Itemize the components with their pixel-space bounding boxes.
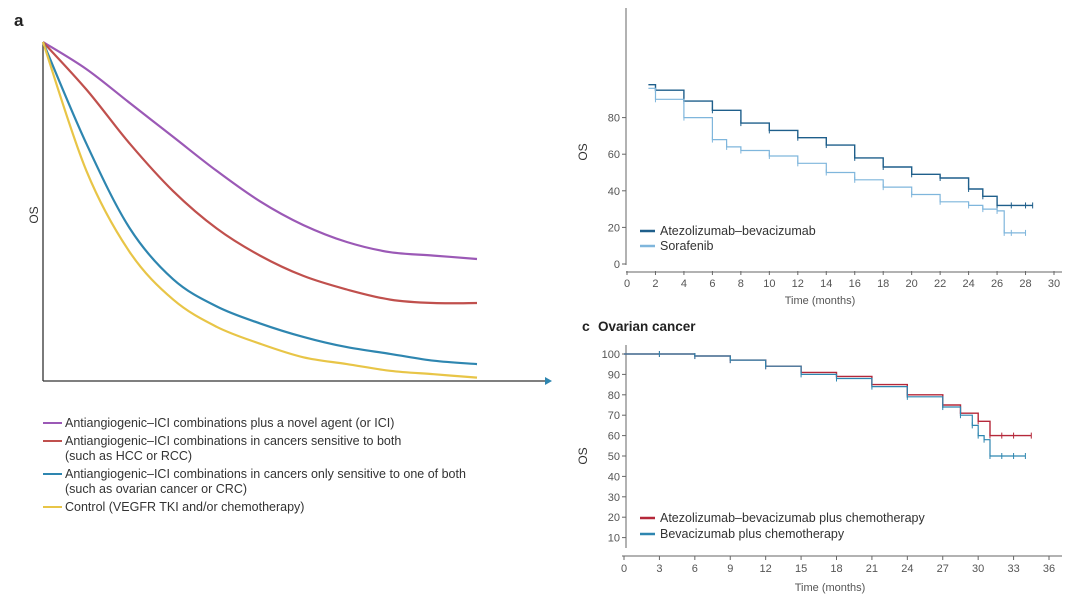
series-line-antiangiogenic-ici-combinations-in-cance xyxy=(41,41,478,366)
c-x-tick-12: 12 xyxy=(760,563,772,575)
c-x-tick-9: 9 xyxy=(727,563,733,575)
b-x-tick-4: 4 xyxy=(681,278,687,290)
legend-label-3-0: Control (VEGFR TKI and/or chemotherapy) xyxy=(65,500,304,514)
b-x-tick-2: 2 xyxy=(652,278,658,290)
b-x-tick-26: 26 xyxy=(991,278,1003,290)
b-y-tick-80: 80 xyxy=(608,113,620,125)
panel-a-ylabel: OS xyxy=(27,206,41,223)
panel-b: OS 0 2 4 6 8 10 12 14 16 18 20 22 24 26 28 30020406080 … xyxy=(576,8,1062,307)
b-legend-label-1: Sorafenib xyxy=(660,239,714,253)
b-x-tick-0: 0 xyxy=(624,278,630,290)
c-series-line-bevacizumab-plus-chemotherapy xyxy=(624,353,1026,457)
c-y-tick-10: 10 xyxy=(608,533,620,545)
b-x-tick-16: 16 xyxy=(849,278,861,290)
legend-label-2-1: (such as ovarian cancer or CRC) xyxy=(65,482,247,496)
panel-c-legend: Atezolizumab–bevacizumab plus chemothera… xyxy=(640,511,925,541)
c-x-tick-33: 33 xyxy=(1007,563,1019,575)
c-x-tick-15: 15 xyxy=(795,563,807,575)
c-x-tick-27: 27 xyxy=(937,563,949,575)
panel-c-ylabel: OS xyxy=(576,447,590,464)
c-legend-label-0: Atezolizumab–bevacizumab plus chemothera… xyxy=(660,511,925,525)
b-x-tick-6: 6 xyxy=(709,278,715,290)
c-series-line-atezolizumab-bevacizumab-plus-chemothera xyxy=(624,353,1032,437)
c-x-tick-36: 36 xyxy=(1043,563,1055,575)
c-y-tick-100: 100 xyxy=(602,349,620,361)
c-x-tick-18: 18 xyxy=(830,563,842,575)
c-y-tick-30: 30 xyxy=(608,492,620,504)
b-series-line-sorafenib xyxy=(648,87,1026,234)
c-legend-label-1: Bevacizumab plus chemotherapy xyxy=(660,527,845,541)
b-x-tick-12: 12 xyxy=(792,278,804,290)
panel-a: a OS Antiangiogenic–ICI combinations plu… xyxy=(14,11,552,514)
panel-a-legend: Antiangiogenic–ICI combinations plus a n… xyxy=(43,416,466,514)
b-y-tick-0: 0 xyxy=(614,259,620,271)
b-y-tick-60: 60 xyxy=(608,149,620,161)
b-x-tick-10: 10 xyxy=(763,278,775,290)
c-y-tick-50: 50 xyxy=(608,451,620,463)
b-x-tick-30: 30 xyxy=(1048,278,1060,290)
panel-a-x-arrow xyxy=(545,377,552,385)
b-x-tick-24: 24 xyxy=(962,278,974,290)
b-x-tick-14: 14 xyxy=(820,278,832,290)
c-y-tick-90: 90 xyxy=(608,369,620,381)
c-x-tick-30: 30 xyxy=(972,563,984,575)
b-legend-label-0: Atezolizumab–bevacizumab xyxy=(660,224,816,238)
series-line-antiangiogenic-ici-combinations-in-cance xyxy=(42,41,478,305)
panel-c-ticks: 0 3 6 9 12 15 18 21 24 27 30 33 36102030405060708090… xyxy=(602,349,1055,575)
c-y-tick-40: 40 xyxy=(608,471,620,483)
panel-a-curves xyxy=(41,41,478,379)
c-x-tick-24: 24 xyxy=(901,563,913,575)
c-x-tick-3: 3 xyxy=(656,563,662,575)
panel-a-letter: a xyxy=(14,11,24,30)
c-x-tick-6: 6 xyxy=(692,563,698,575)
c-y-tick-20: 20 xyxy=(608,512,620,524)
b-x-tick-22: 22 xyxy=(934,278,946,290)
panel-b-curves xyxy=(648,84,1034,236)
legend-label-1-0: Antiangiogenic–ICI combinations in cance… xyxy=(65,434,401,448)
panel-b-xlabel: Time (months) xyxy=(785,295,856,307)
legend-label-2-0: Antiangiogenic–ICI combinations in cance… xyxy=(65,467,466,481)
b-y-tick-40: 40 xyxy=(608,186,620,198)
panel-c-title: Ovarian cancer xyxy=(598,319,696,334)
legend-label-0-0: Antiangiogenic–ICI combinations plus a n… xyxy=(65,416,394,430)
c-x-tick-21: 21 xyxy=(866,563,878,575)
legend-label-1-1: (such as HCC or RCC) xyxy=(65,449,192,463)
b-x-tick-18: 18 xyxy=(877,278,889,290)
c-x-tick-0: 0 xyxy=(621,563,627,575)
panel-c-xlabel: Time (months) xyxy=(795,582,866,594)
panel-c-curves xyxy=(624,351,1032,459)
b-x-tick-8: 8 xyxy=(738,278,744,290)
panel-c-letter: c xyxy=(582,318,590,334)
panel-b-ylabel: OS xyxy=(576,143,590,160)
series-line-antiangiogenic-ici-combinations-plus-a-n xyxy=(42,41,478,261)
c-y-tick-80: 80 xyxy=(608,390,620,402)
b-y-tick-20: 20 xyxy=(608,222,620,234)
series-line-control-vegfr-tki-and-or-chemotherapy xyxy=(41,41,478,379)
b-x-tick-20: 20 xyxy=(906,278,918,290)
b-x-tick-28: 28 xyxy=(1019,278,1031,290)
c-y-tick-60: 60 xyxy=(608,431,620,443)
panel-c: c Ovarian cancer OS 0 3 6 9 12 15 18 21 24 27 30 33… xyxy=(576,318,1062,594)
b-series-line-atezolizumab-bevacizumab xyxy=(648,84,1033,207)
c-y-tick-70: 70 xyxy=(608,410,620,422)
